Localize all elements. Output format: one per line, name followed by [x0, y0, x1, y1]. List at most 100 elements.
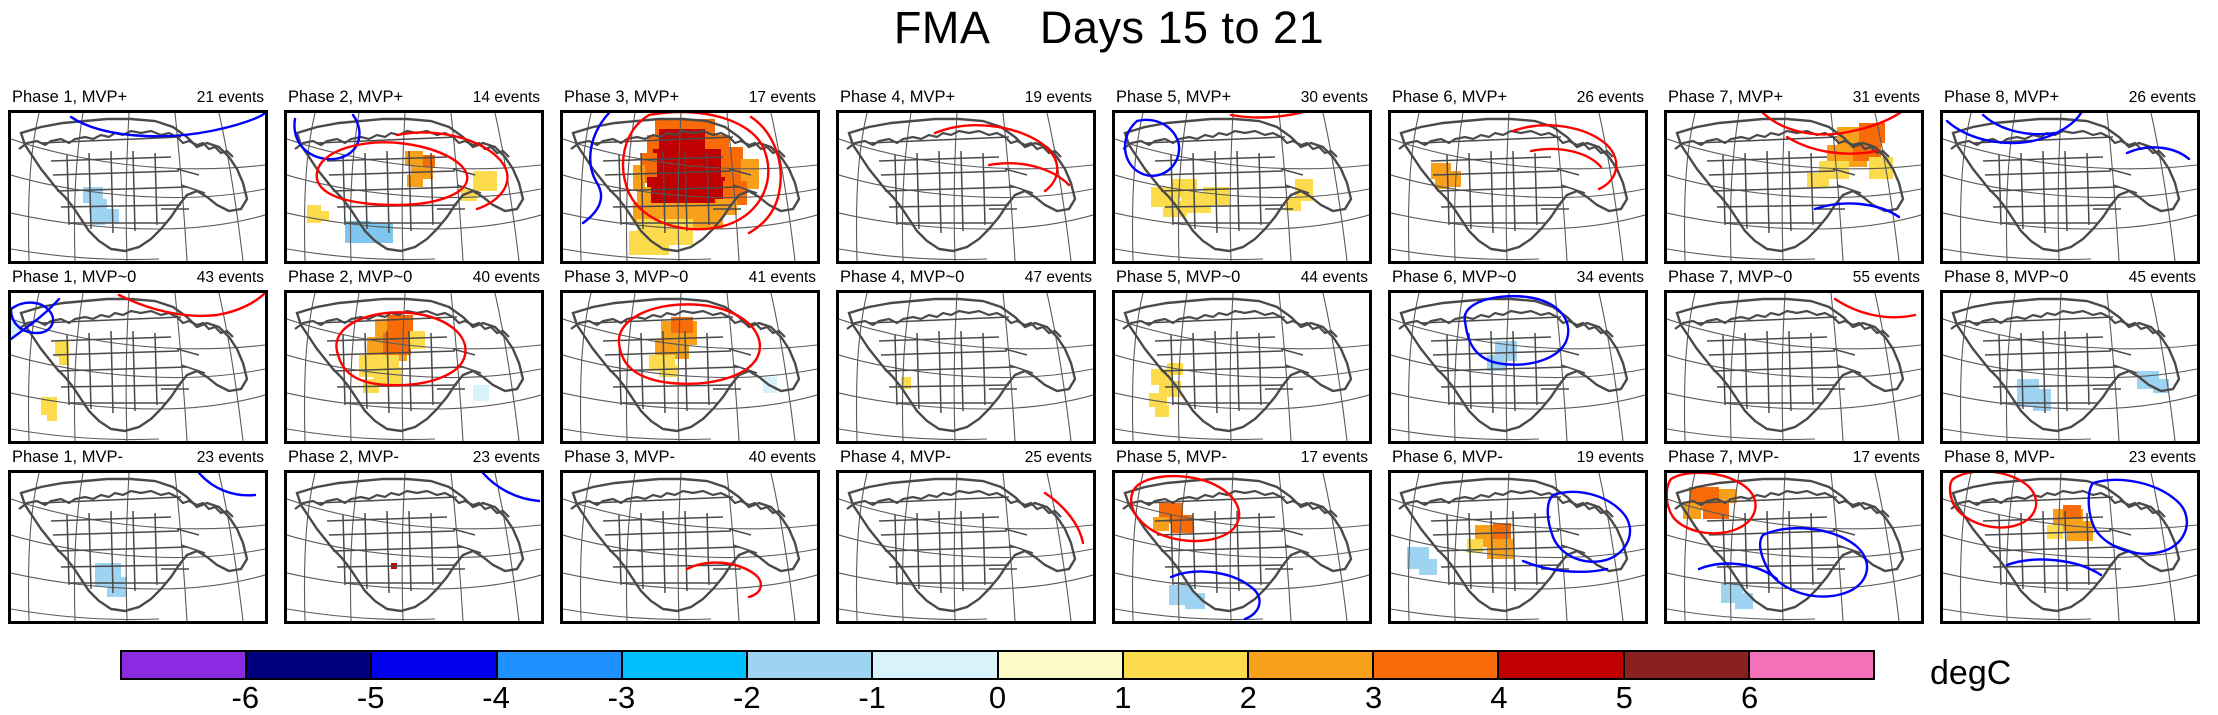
graticule-line	[1667, 354, 1921, 379]
map-panel[interactable]: Phase 6, MVP- 19 events	[1388, 448, 1648, 628]
map-frame[interactable]	[1112, 290, 1372, 444]
colorbar-segment[interactable]	[1624, 652, 1750, 678]
map-frame[interactable]	[1940, 110, 2200, 264]
state-border	[1440, 204, 1562, 208]
map-panel[interactable]: Phase 4, MVP~0 47 events	[836, 268, 1096, 448]
colorbar-segment[interactable]	[122, 652, 248, 678]
graticule-line	[287, 212, 541, 230]
map-panel[interactable]: Phase 1, MVP~0 43 events	[8, 268, 268, 448]
map-frame[interactable]	[284, 290, 544, 444]
state-border	[706, 152, 710, 226]
graticule-line	[287, 174, 541, 199]
map-frame[interactable]	[836, 110, 1096, 264]
map-panel[interactable]: Phase 8, MVP+ 26 events	[1940, 88, 2200, 268]
state-border	[960, 150, 964, 232]
colorbar-segment[interactable]	[622, 652, 749, 678]
colorbar-segment[interactable]	[1499, 652, 1625, 678]
map-panel[interactable]: Phase 2, MVP+ 14 events	[284, 88, 544, 268]
map-frame[interactable]	[1112, 110, 1372, 264]
map-panel[interactable]: Phase 5, MVP+ 30 events	[1112, 88, 1372, 268]
map-frame[interactable]	[8, 110, 268, 264]
map-panel[interactable]: Phase 7, MVP- 17 events	[1664, 448, 1924, 628]
map-panel[interactable]: Phase 3, MVP- 40 events	[560, 448, 820, 628]
state-border	[176, 168, 200, 176]
state-border	[1836, 184, 1862, 194]
map-panel[interactable]: Phase 7, MVP~0 55 events	[1664, 268, 1924, 448]
colorbar-segment[interactable]	[1374, 652, 1500, 678]
colorbar-segment[interactable]	[998, 652, 1124, 678]
panel-title: Phase 8, MVP+	[1944, 88, 2060, 106]
map-frame[interactable]	[8, 290, 268, 444]
graticule-line	[1943, 498, 2197, 530]
state-border	[1156, 530, 1284, 536]
map-panel[interactable]: Phase 1, MVP- 23 events	[8, 448, 268, 628]
map-frame[interactable]	[284, 110, 544, 264]
colorbar-segment[interactable]	[247, 652, 373, 678]
map-frame[interactable]	[1112, 470, 1372, 624]
state-border	[938, 330, 942, 414]
map-panel[interactable]: Phase 7, MVP+ 31 events	[1664, 88, 1924, 268]
map-frame[interactable]	[1388, 470, 1648, 624]
state-border	[2064, 510, 2068, 592]
state-border	[982, 152, 986, 226]
coastline-north	[1398, 309, 1614, 338]
colorbar-segment[interactable]	[1123, 652, 1249, 678]
colorbar[interactable]	[120, 650, 1875, 680]
map-panel[interactable]: Phase 3, MVP~0 41 events	[560, 268, 820, 448]
graticule-line	[1177, 293, 1188, 441]
map-frame[interactable]	[560, 110, 820, 264]
state-border	[1420, 136, 1562, 144]
map-panel[interactable]: Phase 2, MVP- 23 events	[284, 448, 544, 628]
state-border	[456, 364, 482, 374]
colorbar-segment[interactable]	[748, 652, 874, 678]
map-frame[interactable]	[1664, 290, 1924, 444]
map-frame[interactable]	[836, 470, 1096, 624]
map-frame[interactable]	[1388, 290, 1648, 444]
map-panel[interactable]: Phase 5, MVP~0 44 events	[1112, 268, 1372, 448]
map-panel[interactable]: Phase 8, MVP~0 45 events	[1940, 268, 2200, 448]
map-frame[interactable]	[560, 290, 820, 444]
map-frame[interactable]	[836, 290, 1096, 444]
graticule-line	[450, 293, 464, 441]
state-border	[176, 528, 200, 536]
state-border	[1836, 364, 1862, 374]
colorbar-segment[interactable]	[497, 652, 623, 678]
map-frame[interactable]	[1940, 290, 2200, 444]
graticule-line	[287, 572, 541, 590]
state-border	[640, 512, 644, 590]
map-panel[interactable]: Phase 5, MVP- 17 events	[1112, 448, 1372, 628]
map-panel[interactable]: Phase 6, MVP~0 34 events	[1388, 268, 1648, 448]
map-frame[interactable]	[8, 470, 268, 624]
graticule-line	[2150, 293, 2176, 441]
map-frame[interactable]	[1388, 110, 1648, 264]
map-panel[interactable]: Phase 1, MVP+ 21 events	[8, 88, 268, 268]
state-border	[2108, 528, 2132, 536]
map-frame[interactable]	[1664, 470, 1924, 624]
map-frame[interactable]	[1664, 110, 1924, 264]
map-panel[interactable]: Phase 2, MVP~0 40 events	[284, 268, 544, 448]
panel-header: Phase 2, MVP- 23 events	[284, 448, 542, 470]
coastline-north	[1122, 489, 1338, 518]
colorbar-segment[interactable]	[1248, 652, 1375, 678]
graticule-line	[450, 473, 464, 621]
state-border	[1832, 168, 1856, 176]
map-frame[interactable]	[284, 470, 544, 624]
state-border	[1744, 152, 1748, 230]
map-panel[interactable]: Phase 8, MVP- 23 events	[1940, 448, 2200, 628]
map-panel[interactable]: Phase 4, MVP- 25 events	[836, 448, 1096, 628]
map-frame[interactable]	[1940, 470, 2200, 624]
map-panel[interactable]: Phase 3, MVP+ 17 events	[560, 88, 820, 268]
colorbar-segment[interactable]	[873, 652, 999, 678]
panel-header: Phase 5, MVP~0 44 events	[1112, 268, 1370, 290]
state-border	[1280, 348, 1304, 356]
graticule-line	[563, 608, 712, 621]
state-border	[1258, 152, 1262, 226]
map-panel[interactable]: Phase 6, MVP+ 26 events	[1388, 88, 1648, 268]
graticule-line	[1391, 212, 1645, 230]
state-border	[110, 510, 114, 594]
map-frame[interactable]	[560, 470, 820, 624]
map-panel[interactable]: Phase 4, MVP+ 19 events	[836, 88, 1096, 268]
colorbar-segment[interactable]	[372, 652, 498, 678]
colorbar-segment[interactable]	[1749, 652, 1874, 678]
state-border	[2020, 512, 2024, 590]
